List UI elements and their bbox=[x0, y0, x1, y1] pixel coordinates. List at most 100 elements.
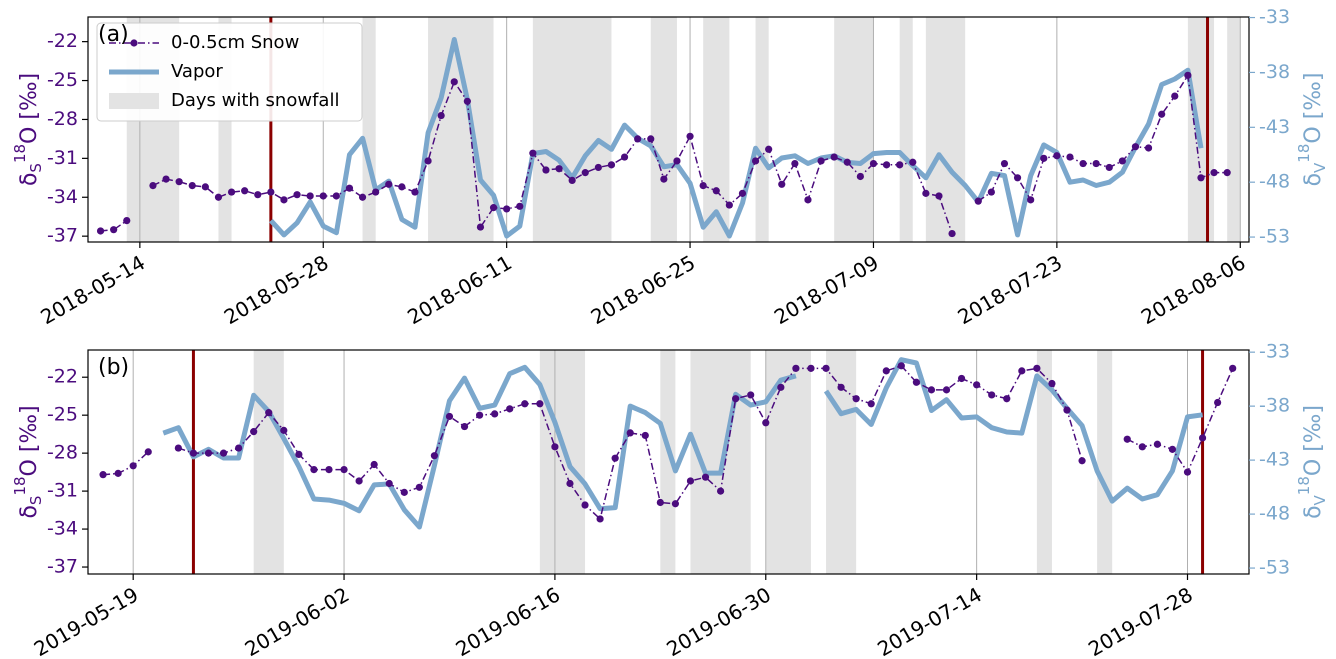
snow-point bbox=[634, 135, 642, 143]
snow-point bbox=[188, 181, 196, 190]
snowfall-span bbox=[703, 17, 730, 242]
snow-point bbox=[250, 428, 258, 436]
snow-point bbox=[123, 217, 131, 225]
snow-point bbox=[340, 465, 348, 474]
snow-point bbox=[398, 183, 406, 191]
x-tick-label: 2019-06-30 bbox=[662, 582, 775, 659]
snow-point bbox=[254, 191, 262, 199]
snow-point bbox=[882, 161, 891, 169]
snow-point bbox=[1171, 92, 1179, 100]
snow-point bbox=[293, 191, 301, 199]
snow-point bbox=[162, 175, 170, 183]
snow-point bbox=[611, 454, 619, 462]
snow-point bbox=[927, 386, 936, 394]
snow-point bbox=[1053, 152, 1061, 160]
snow-point bbox=[948, 229, 956, 238]
snow-point bbox=[607, 161, 616, 169]
vapor-line bbox=[269, 37, 1204, 239]
y2-tick-label: -33 bbox=[1259, 6, 1290, 28]
snow-point bbox=[235, 444, 243, 452]
snowfall-span bbox=[826, 350, 857, 574]
snow-point bbox=[804, 196, 812, 204]
snow-point bbox=[596, 515, 604, 523]
snow-point bbox=[1144, 144, 1153, 152]
snow-point bbox=[647, 135, 655, 143]
axis-label: δS18O [‰] bbox=[11, 405, 45, 518]
snow-point bbox=[227, 188, 236, 196]
legend-label: Days with snowfall bbox=[171, 90, 339, 111]
snowfall-span bbox=[765, 350, 811, 574]
snow-point bbox=[149, 181, 157, 190]
snow-point bbox=[942, 386, 951, 394]
snow-point bbox=[751, 157, 760, 165]
snow-point bbox=[1003, 395, 1011, 403]
label-sup: 18 bbox=[11, 144, 29, 163]
snow-point bbox=[189, 449, 198, 457]
snow-point bbox=[437, 111, 445, 120]
snow-point bbox=[1048, 379, 1056, 388]
y-tick-label: -34 bbox=[47, 186, 78, 208]
snow-point bbox=[725, 201, 733, 209]
snow-point bbox=[241, 187, 249, 195]
snow-point bbox=[306, 192, 314, 200]
snow-point bbox=[174, 444, 182, 452]
snow-point bbox=[214, 193, 223, 201]
snowfall-span bbox=[1036, 350, 1052, 574]
snow-point bbox=[204, 449, 213, 457]
snowfall-span bbox=[1187, 17, 1215, 242]
snowfall-span bbox=[925, 17, 966, 242]
snow-point bbox=[1183, 468, 1192, 476]
snow-point bbox=[701, 473, 710, 481]
legend-swatch bbox=[109, 93, 159, 109]
y-tick-label: -37 bbox=[47, 556, 78, 578]
plot-frame bbox=[87, 349, 1250, 575]
y-tick-label: -28 bbox=[47, 442, 78, 464]
snow-point bbox=[555, 165, 563, 173]
snow-point bbox=[837, 383, 845, 391]
snow-point bbox=[463, 97, 471, 105]
snow-point bbox=[1198, 434, 1207, 442]
snowfall-span bbox=[1227, 17, 1241, 242]
x-tick-label: 2019-06-16 bbox=[451, 582, 564, 659]
panel-label: (b) bbox=[98, 355, 129, 380]
legend-label: 0-0.5cm Snow bbox=[171, 32, 299, 53]
snow-point bbox=[1105, 163, 1113, 172]
snow-point bbox=[415, 483, 423, 491]
y2-tick-label: -53 bbox=[1259, 557, 1290, 579]
snow-point bbox=[1210, 169, 1218, 177]
snow-point bbox=[686, 477, 695, 485]
snowfall-span bbox=[253, 350, 284, 574]
snow-point bbox=[791, 159, 799, 168]
x-tick-label: 2019-06-02 bbox=[241, 582, 354, 659]
snow-point bbox=[1066, 153, 1074, 161]
snow-point bbox=[358, 193, 367, 201]
axis-label: δS18O [‰] bbox=[11, 73, 45, 186]
label-sub: V bbox=[1311, 162, 1329, 173]
snow-point bbox=[656, 498, 664, 507]
label-part: δ bbox=[1301, 173, 1326, 186]
snow-point bbox=[385, 479, 393, 488]
axis-label: δV18O [‰] bbox=[1295, 405, 1329, 519]
snow-point bbox=[843, 158, 851, 166]
snow-point bbox=[476, 223, 485, 231]
y2-tick-label: -38 bbox=[1259, 395, 1290, 417]
snow-point bbox=[1118, 157, 1126, 165]
label-part: δ bbox=[1301, 505, 1326, 518]
snow-point bbox=[957, 374, 966, 383]
snow-point bbox=[912, 378, 920, 386]
snow-point bbox=[265, 409, 273, 417]
snow-point bbox=[529, 149, 537, 157]
label-part: δ bbox=[17, 173, 42, 186]
snow-point bbox=[699, 181, 707, 190]
snowfall-span bbox=[899, 17, 913, 242]
snow-point bbox=[516, 202, 524, 210]
snow-point bbox=[1223, 169, 1231, 177]
snow-point bbox=[445, 412, 454, 421]
y2-tick-label: -33 bbox=[1259, 341, 1290, 363]
axis-label: δV18O [‰] bbox=[1295, 73, 1329, 187]
snow-point bbox=[716, 487, 725, 495]
snow-point bbox=[822, 364, 830, 372]
snow-point bbox=[1013, 174, 1022, 182]
x-tick-label: 2018-08-06 bbox=[1137, 250, 1250, 329]
snowfall-span bbox=[834, 17, 874, 242]
